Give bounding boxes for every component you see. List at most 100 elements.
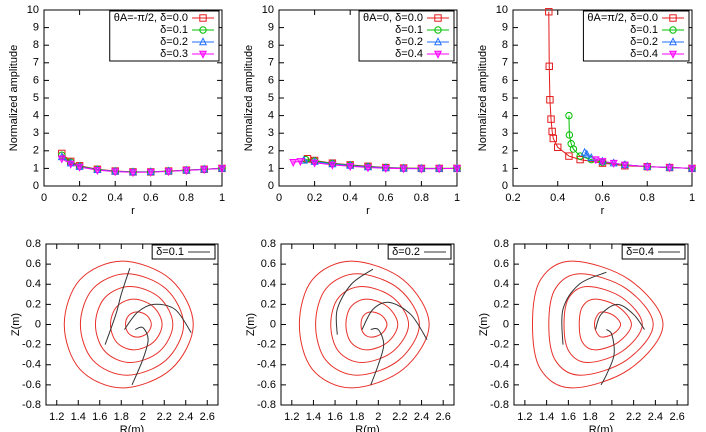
- plot-frame: [280, 243, 455, 406]
- legend-label: θA=π/2, δ=0.0: [587, 12, 658, 24]
- legend-label: θA=-π/2, δ=0.0: [114, 12, 188, 24]
- x-tick-label: 1.4: [306, 411, 321, 423]
- x-tick-label: 2.6: [669, 411, 684, 423]
- panel: 0 1 2 3 4 5 6 7 8 9 10 0.2 0.4 0.6 0.8 1 r Normalized amp…: [477, 4, 695, 217]
- x-tick-label: 0.6: [143, 192, 158, 204]
- x-tick-label: 1.4: [539, 411, 554, 423]
- legend: δ=0.2: [387, 244, 452, 260]
- legend-label: θA=0, δ=0.0: [363, 12, 423, 24]
- marker-triangle-down: [75, 163, 84, 172]
- marker-triangle-down: [643, 163, 652, 172]
- marker-square: [545, 8, 553, 16]
- legend-frame: [621, 244, 686, 260]
- y-tick-label: 5: [268, 92, 274, 104]
- marker-triangle-down: [452, 165, 462, 174]
- marker-triangle-down: [66, 160, 75, 169]
- y-tick-label: 9: [268, 22, 274, 34]
- marker-circle: [434, 26, 442, 34]
- x-tick-label: 1.8: [114, 411, 129, 423]
- x-tick-label: 0.4: [343, 192, 358, 204]
- y-tick-label: 4: [33, 110, 39, 122]
- marker-circle: [565, 111, 573, 120]
- legend-frame: [387, 244, 452, 260]
- x-tick-label: 1: [219, 192, 225, 204]
- x-tick-label: 0.2: [505, 192, 520, 204]
- y-tick-label: -0.8: [22, 399, 41, 411]
- x-tick-label: 1.6: [561, 411, 576, 423]
- marker-circle: [199, 26, 207, 34]
- x-axis-label: R(m): [355, 424, 379, 432]
- marker-triangle-down: [128, 169, 138, 178]
- y-tick-label: -0.2: [22, 339, 41, 351]
- y-tick-label: 0.2: [494, 298, 509, 310]
- marker-triangle: [198, 37, 208, 46]
- y-tick-label: 7: [268, 57, 274, 69]
- legend-label: δ=0.1: [630, 24, 658, 36]
- x-axis-label: r: [131, 205, 135, 217]
- marker-square: [434, 14, 442, 22]
- x-tick-label: 2.4: [414, 411, 429, 423]
- series-line: [561, 271, 645, 386]
- legend: θA=π/2, δ=0.0δ=0.1δ=0.2δ=0.4: [582, 10, 690, 62]
- y-tick-label: 8: [502, 39, 508, 51]
- marker-square: [547, 115, 555, 123]
- x-tick-label: 1.4: [71, 411, 86, 423]
- y-axis-label: Normalized amplitude: [243, 45, 255, 151]
- legend-frame: [151, 244, 216, 260]
- y-tick-label: -0.8: [490, 399, 509, 411]
- marker-triangle-down: [609, 159, 618, 168]
- series-line: [63, 260, 194, 389]
- y-tick-label: -0.4: [257, 359, 276, 371]
- x-tick-label: 2.2: [392, 411, 407, 423]
- y-tick-label: 1: [502, 162, 508, 174]
- x-axis-label: R(m): [589, 424, 613, 432]
- x-tick-label: 1.2: [517, 411, 532, 423]
- marker-triangle-down: [164, 168, 173, 177]
- y-tick-label: 0.8: [26, 238, 41, 250]
- legend-label: δ=0.4: [395, 48, 423, 60]
- series-line: [335, 268, 428, 386]
- x-tick-label: 0: [276, 192, 282, 204]
- x-tick-label: 2.2: [157, 411, 172, 423]
- marker-square: [549, 134, 557, 143]
- y-tick-label: 0: [33, 180, 39, 192]
- y-tick-label: 6: [33, 74, 39, 86]
- legend-label: δ=0.2: [160, 36, 188, 48]
- x-axis-label: R(m): [120, 424, 144, 432]
- x-tick-label: 0: [41, 192, 47, 204]
- y-tick-label: 10: [27, 4, 39, 16]
- y-tick-label: 2: [33, 145, 39, 157]
- marker-triangle-down: [665, 164, 674, 173]
- x-tick-label: 2.2: [626, 411, 641, 423]
- y-axis-label: Z(m): [245, 313, 257, 336]
- x-tick-label: 0.8: [414, 192, 429, 204]
- marker-square: [565, 152, 573, 160]
- x-tick-label: 2.4: [648, 411, 663, 423]
- marker-triangle-down: [668, 50, 678, 59]
- y-tick-label: 0.4: [26, 278, 41, 290]
- marker-square: [669, 14, 677, 22]
- marker-triangle-down: [399, 165, 408, 174]
- marker-triangle-down: [217, 165, 227, 174]
- x-axis-label: r: [601, 205, 605, 217]
- legend-label: δ=0.4: [630, 48, 658, 60]
- marker-triangle-down: [310, 159, 319, 168]
- legend-label: δ=0.4: [626, 246, 654, 258]
- x-tick-label: 2: [375, 411, 381, 423]
- y-tick-label: 4: [502, 110, 508, 122]
- marker-circle: [669, 26, 677, 34]
- x-tick-label: 1.6: [327, 411, 342, 423]
- marker-square: [545, 62, 553, 71]
- marker-triangle-down: [57, 155, 66, 164]
- legend-label: δ=0.2: [392, 246, 420, 258]
- y-axis-label: Z(m): [478, 313, 490, 336]
- marker-triangle-down: [435, 165, 444, 174]
- y-tick-label: 8: [33, 39, 39, 51]
- y-tick-label: 5: [502, 92, 508, 104]
- x-tick-label: 0.4: [550, 192, 565, 204]
- marker-triangle: [582, 149, 591, 158]
- y-tick-label: 3: [33, 127, 39, 139]
- marker-triangle-down: [417, 165, 426, 174]
- y-axis-label: Z(m): [10, 313, 22, 336]
- y-tick-label: 0: [270, 318, 276, 330]
